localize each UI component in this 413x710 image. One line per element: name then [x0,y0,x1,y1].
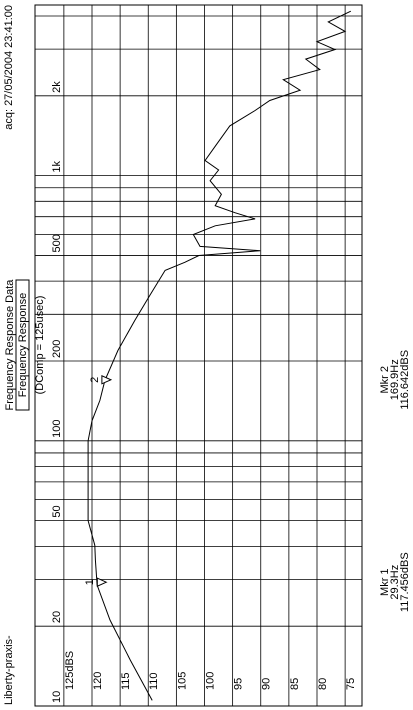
acquired-date: acq: 27/05/2004 23:41:00 [3,5,15,130]
y-tick-label: 110 [148,672,160,690]
y-tick-label: 105 [176,672,188,690]
marker-triangle [96,577,108,587]
marker-name: Mkr 1 [379,568,391,596]
marker-freq: 29.3Hz [389,565,401,600]
annotation: (DComp = 125usec) [34,296,46,395]
chart-subtitle: Frequency Response [17,293,29,398]
marker-triangle [101,375,113,385]
y-tick-label: 100 [204,672,216,690]
x-tick-label: 200 [51,340,63,358]
x-tick-label: 500 [51,234,63,252]
y-tick-label: 95 [233,678,245,690]
y-tick-label: 125dBS [64,651,76,690]
marker-name: Mkr 2 [379,366,391,394]
x-tick-label: 20 [51,611,63,623]
marker-level: 116.642dBS [399,350,411,410]
response-line [87,10,352,701]
marker-level: 117.456dBS [399,552,411,612]
subtitle-box [15,279,30,411]
x-tick-label: 1k [51,161,63,173]
chart-title: Frequency Response Data [4,279,16,411]
y-tick-label: 80 [317,678,329,690]
x-tick-label: 50 [51,505,63,517]
rotated-plot: Frequency Response Data Frequency Respon… [3,4,411,707]
y-tick-label: 75 [345,678,357,690]
marker-id: 2 [89,377,101,383]
y-tick-label: 90 [261,678,273,690]
y-tick-label: 115 [120,672,132,690]
x-tick-label: 100 [51,419,63,437]
x-tick-label: 10 [51,691,63,703]
marker-freq: 169.9Hz [389,359,401,400]
marker-id: 1 [84,579,96,585]
plot-frame [34,4,363,707]
y-tick-label: 120 [92,672,104,690]
y-tick-label: 85 [289,678,301,690]
x-tick-label: 2k [51,81,63,93]
source-label: Liberty-praxis- [3,635,15,705]
